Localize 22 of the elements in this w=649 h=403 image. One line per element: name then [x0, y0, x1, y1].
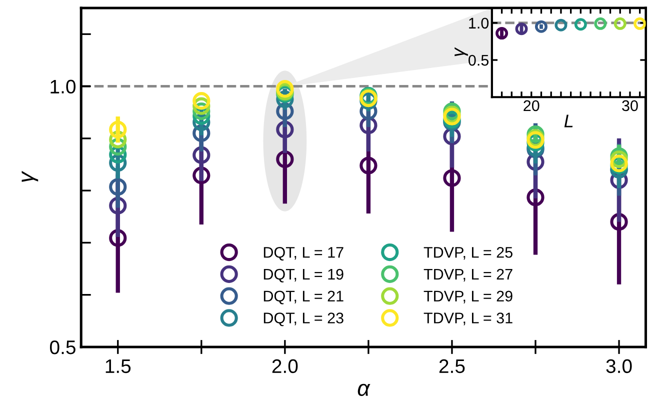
legend-label: DQT, L = 19: [264, 268, 344, 282]
x-tick-label: 3.0: [606, 359, 632, 374]
legend-label: TDVP, L = 29: [424, 290, 512, 304]
legend-label: DQT, L = 23: [264, 312, 344, 326]
legend-label: TDVP, L = 25: [424, 246, 512, 260]
legend-label: TDVP, L = 27: [424, 268, 512, 282]
x-tick-label: 30: [622, 100, 638, 112]
y-tick-label: 0.5: [468, 54, 489, 66]
x-tick-label: 2.5: [439, 359, 465, 374]
x-tick-label: 1.5: [106, 360, 131, 374]
x-axis-title: L: [564, 114, 573, 128]
legend-label: TDVP, L = 31: [424, 312, 512, 326]
y-axis-title: γ: [454, 47, 468, 56]
y-tick-label: 0.5: [50, 340, 76, 354]
x-tick-label: 2.0: [272, 359, 298, 374]
x-tick-label: 20: [524, 100, 540, 112]
y-axis-title: γ: [22, 170, 38, 182]
x-axis-title: α: [358, 384, 370, 396]
y-tick-label: 1.0: [50, 80, 76, 94]
legend-label: DQT, L = 21: [264, 290, 344, 304]
y-tick-label: 1.0: [469, 18, 489, 29]
legend-label: DQT, L = 17: [264, 246, 344, 261]
